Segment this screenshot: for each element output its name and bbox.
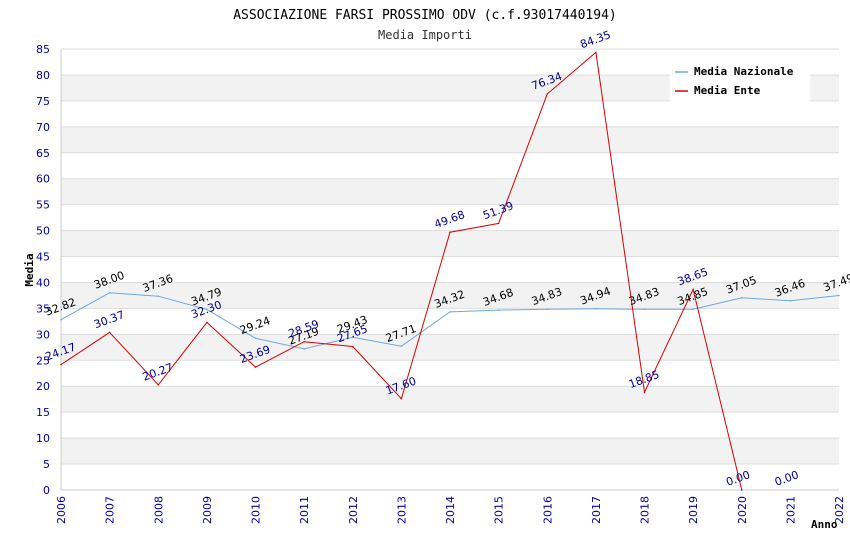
chart-subtitle: Media Importi: [378, 28, 472, 42]
data-point-media-nazionale: [546, 308, 549, 311]
x-tick-label: 2010: [250, 496, 263, 524]
data-point-media-ente: [740, 489, 743, 491]
data-point-media-nazionale: [400, 345, 403, 348]
x-tick-label: 2008: [152, 496, 165, 524]
grid-bands: [61, 74, 839, 465]
grid-band: [61, 126, 839, 153]
data-point-media-nazionale: [643, 308, 646, 311]
data-point-media-nazionale: [157, 295, 160, 297]
y-tick-label: 70: [36, 121, 50, 134]
x-tick-label: 2021: [784, 496, 797, 524]
y-tick-label: 55: [36, 199, 50, 212]
data-point-media-nazionale: [60, 318, 62, 321]
data-point-media-ente: [497, 222, 500, 225]
y-tick-label: 40: [36, 276, 50, 289]
data-point-media-nazionale: [740, 296, 743, 299]
data-point-media-nazionale: [206, 308, 208, 311]
x-tick-label: 2018: [639, 496, 652, 524]
y-tick-label: 30: [36, 328, 50, 341]
x-axis-label: Anno: [811, 518, 838, 531]
y-tick-label: 45: [36, 251, 50, 264]
data-point-media-ente: [60, 363, 62, 366]
x-tick-label: 2011: [298, 496, 311, 524]
data-point-media-ente: [206, 321, 208, 324]
x-tick-label: 2022: [833, 496, 846, 524]
data-point-media-ente: [108, 331, 111, 334]
y-tick-label: 5: [43, 458, 50, 471]
data-point-media-ente: [400, 397, 403, 400]
x-tick-label: 2015: [493, 496, 506, 524]
grid-band: [61, 334, 839, 361]
y-tick-label: 25: [36, 354, 50, 367]
y-tick-label: 35: [36, 302, 50, 315]
grid-band: [61, 230, 839, 257]
data-point-media-nazionale: [497, 309, 500, 311]
data-point-media-nazionale: [595, 307, 597, 310]
chart-title: ASSOCIAZIONE FARSI PROSSIMO ODV (c.f.930…: [233, 8, 617, 23]
y-axis-label: Media: [23, 253, 36, 286]
x-axis-ticks: 2006 2007 2008 2009 2010 2011 2012 2013 2014 2015…: [55, 496, 846, 524]
data-label: 0.00: [773, 468, 800, 489]
data-point-media-nazionale: [303, 348, 305, 350]
data-point-media-nazionale: [449, 311, 451, 313]
data-point-media-nazionale: [789, 300, 792, 302]
y-tick-label: 0: [43, 484, 50, 497]
x-tick-label: 2009: [201, 496, 214, 524]
data-point-media-ente: [692, 288, 694, 291]
x-tick-label: 2016: [541, 496, 554, 524]
legend: Media Nazionale Media Ente: [670, 60, 810, 102]
data-label: 49.68: [433, 208, 467, 231]
grid-lines: [60, 48, 839, 491]
x-tick-label: 2019: [687, 496, 700, 524]
data-label: 20.27: [141, 361, 175, 384]
x-tick-label: 2013: [395, 496, 408, 524]
data-point-media-ente: [546, 93, 549, 95]
x-tick-label: 2007: [104, 496, 117, 524]
y-tick-label: 10: [36, 432, 50, 445]
x-tick-label: 2020: [736, 496, 749, 524]
grid-band: [61, 178, 839, 205]
y-tick-label: 50: [36, 225, 50, 238]
series-group: [60, 51, 840, 491]
data-point-media-nazionale: [351, 336, 354, 339]
data-point-media-nazionale: [692, 308, 694, 310]
data-point-media-ente: [595, 51, 597, 54]
y-tick-label: 60: [36, 173, 50, 186]
data-point-media-ente: [449, 231, 451, 234]
data-point-media-ente: [157, 384, 160, 386]
x-tick-label: 2012: [347, 496, 360, 524]
data-label: 0.00: [724, 468, 751, 489]
data-point-media-nazionale: [838, 294, 840, 297]
y-axis-ticks: 0 5 10 15 20 25 30 35 40 45 50 55 60 65 70 75 80 85: [36, 43, 50, 497]
y-tick-label: 65: [36, 147, 50, 160]
data-label: 30.37: [92, 308, 126, 331]
grid-band: [61, 282, 839, 309]
grid-band: [61, 438, 839, 465]
y-tick-label: 75: [36, 95, 50, 108]
x-tick-label: 2014: [444, 496, 457, 524]
x-tick-label: 2006: [55, 496, 68, 524]
data-point-media-ente: [643, 391, 646, 394]
x-tick-label: 2017: [590, 496, 603, 524]
y-tick-label: 85: [36, 43, 50, 56]
data-label: 29.24: [238, 314, 272, 337]
legend-box: [670, 60, 810, 102]
data-point-media-ente: [351, 345, 354, 348]
y-tick-label: 20: [36, 380, 50, 393]
legend-label-media-ente: Media Ente: [694, 84, 761, 97]
y-tick-label: 15: [36, 406, 50, 419]
legend-label-media-nazionale: Media Nazionale: [694, 65, 794, 78]
data-point-media-nazionale: [108, 292, 111, 294]
data-point-media-ente: [303, 340, 305, 343]
series-line-media-ente: [60, 51, 743, 491]
data-point-media-ente: [254, 366, 257, 368]
y-tick-label: 80: [36, 69, 50, 82]
grid-band: [61, 386, 839, 413]
data-point-media-nazionale: [254, 337, 257, 340]
data-label: 84.35: [578, 28, 612, 51]
